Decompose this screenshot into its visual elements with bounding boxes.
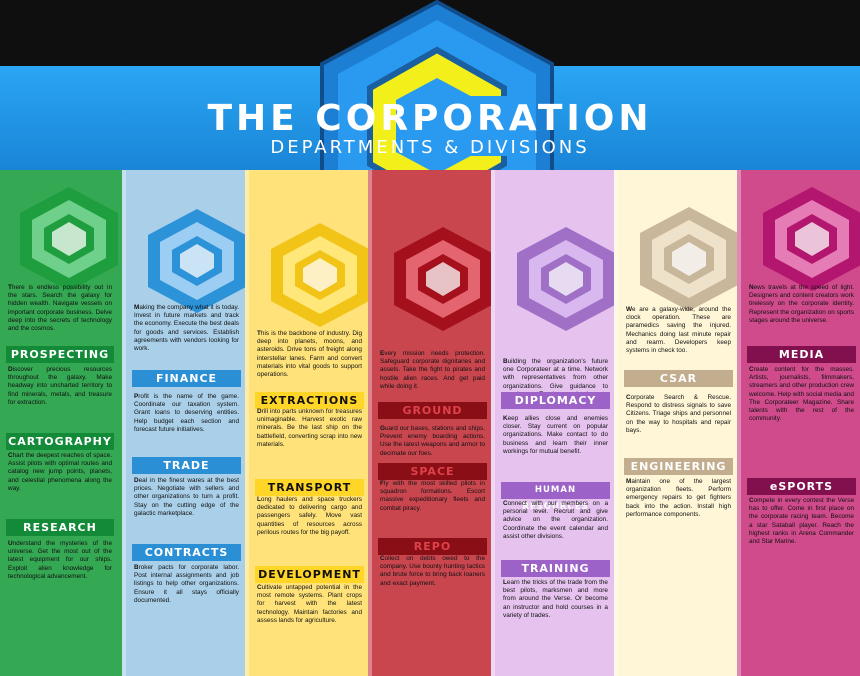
division-heading: SPACE xyxy=(378,463,487,480)
red-cube-hex-icon xyxy=(394,227,491,331)
division-heading: TRADE xyxy=(132,457,241,474)
division-heading: CSAR xyxy=(624,370,733,387)
division-heading: TRAINING xyxy=(501,560,610,577)
division-heading: PROSPECTING xyxy=(6,346,114,363)
division-description: Discover precious resources throughout t… xyxy=(8,366,112,406)
department-column-medical: We are a galaxy-wide, around the clock o… xyxy=(614,170,737,676)
division-description: Profit is the name of the game. Coordina… xyxy=(134,393,239,433)
division-description: Keep allies close and enemies closer. St… xyxy=(503,415,608,455)
department-intro: Making the company what it is today. Inv… xyxy=(134,304,239,353)
department-intro: News travels at the speed of light. Desi… xyxy=(749,284,854,324)
division-heading: CARTOGRAPHY xyxy=(6,433,114,450)
division-heading: RESEARCH xyxy=(6,519,114,536)
yellow-cube-hex-icon xyxy=(271,223,368,327)
division-description: Drill into parts unknown for treasures u… xyxy=(257,408,362,448)
pink-cube-hex-icon xyxy=(763,187,860,291)
page-title: THE CORPORATION xyxy=(207,98,653,139)
division-heading: HUMAN RESOURCES xyxy=(501,482,610,512)
division-heading: REPO xyxy=(378,538,487,555)
department-intro: We are a galaxy-wide, around the clock o… xyxy=(626,306,731,355)
division-description: Fly with the most skilled pilots in squa… xyxy=(380,480,485,512)
department-column-media: News travels at the speed of light. Desi… xyxy=(737,170,860,676)
division-description: Broker pacts for corporate labor. Post i… xyxy=(134,564,239,604)
division-heading: DIPLOMACY xyxy=(501,392,610,409)
division-heading: FINANCE xyxy=(132,370,241,387)
division-description: Guard our bases, stations and ships. Pre… xyxy=(380,425,485,457)
division-description: Create content for the masses. Artists, … xyxy=(749,366,854,423)
division-description: Long haulers and space truckers dedicate… xyxy=(257,496,362,536)
division-description: Chart the deepest reaches of space. Assi… xyxy=(8,452,112,492)
department-intro: This is the backbone of industry. Dig de… xyxy=(257,330,362,379)
division-heading: EXTRACTIONS xyxy=(255,392,364,409)
division-heading: TRANSPORT xyxy=(255,479,364,496)
division-heading: MEDIA xyxy=(747,346,856,363)
division-description: Understand the mysteries of the universe… xyxy=(8,540,112,580)
blue-cube-hex-icon xyxy=(148,209,245,313)
division-description: Learn the tricks of the trade from the b… xyxy=(503,579,608,619)
division-heading: DEVELOPMENT xyxy=(255,566,364,583)
division-description: Deal in the finest wares at the best pri… xyxy=(134,477,239,517)
tan-cube-hex-icon xyxy=(640,207,737,311)
division-description: Maintain one of the largest organization… xyxy=(626,478,731,518)
division-description: Collect on debts owed to the company. Us… xyxy=(380,555,485,587)
department-column-security: Every mission needs protection. Safeguar… xyxy=(368,170,491,676)
division-description: Corporate Search & Rescue. Respond to di… xyxy=(626,394,731,434)
division-heading: eSPORTS xyxy=(747,478,856,495)
page-subtitle: DEPARTMENTS & DIVISIONS xyxy=(270,137,590,158)
division-description: Connect with our members on a personal l… xyxy=(503,500,608,540)
green-cube-hex-icon xyxy=(20,187,118,291)
purple-cube-hex-icon xyxy=(517,227,614,331)
department-intro: Every mission needs protection. Safeguar… xyxy=(380,350,485,390)
division-heading: CONTRACTS xyxy=(132,544,241,561)
department-column-prospecting: There is endless possibility out in the … xyxy=(0,170,122,676)
division-heading: GROUND xyxy=(378,402,487,419)
department-column-industry: This is the backbone of industry. Dig de… xyxy=(245,170,368,676)
department-column-logistics: Building the organization's future one C… xyxy=(491,170,614,676)
division-heading: ENGINEERING xyxy=(624,458,733,475)
department-intro: There is endless possibility out in the … xyxy=(8,284,112,333)
division-description: Cultivate untapped potential in the most… xyxy=(257,584,362,624)
department-column-finance: Making the company what it is today. Inv… xyxy=(122,170,245,676)
division-description: Compete in every contest the Verse has t… xyxy=(749,497,854,546)
